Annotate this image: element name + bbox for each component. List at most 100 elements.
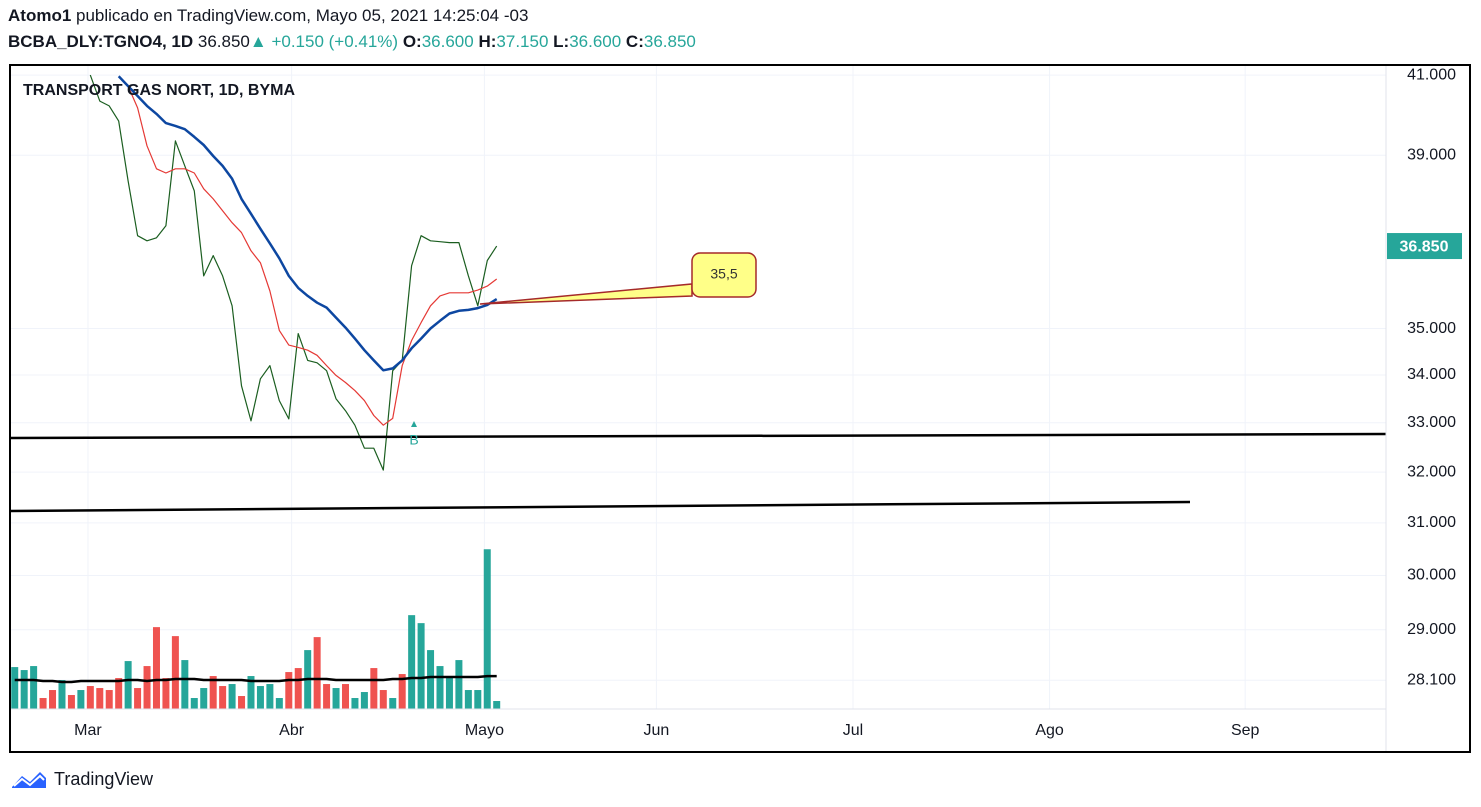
grid-layer (10, 65, 1386, 709)
trend-line (9, 500, 1191, 513)
volume-bar (67, 695, 75, 709)
volume-bar (389, 698, 397, 709)
volume-bar (256, 686, 264, 709)
y-tick-label: 28.100 (1407, 671, 1456, 688)
callout-text: 35,5 (710, 266, 737, 282)
volume-bar (11, 667, 19, 709)
volume-bar (379, 690, 387, 709)
volume-bar (455, 660, 463, 709)
chart: 35,5 B TRANSPORT GAS NORT, 1D, BYMA 41.0… (9, 64, 1471, 753)
volume-bar (39, 698, 47, 709)
ohlc-label: L: (553, 32, 570, 51)
ohlc-value: 36.600 (569, 32, 622, 51)
volume-bar (162, 678, 170, 709)
signal-arrow (411, 421, 417, 427)
volume-bar (86, 686, 94, 709)
volume-bar (96, 688, 104, 709)
volume-bar (370, 668, 378, 709)
volume-bar (275, 698, 283, 709)
callout-pointer (479, 283, 693, 305)
volume-bar (30, 666, 38, 709)
volume-bar (266, 684, 274, 709)
volume-bar (351, 698, 359, 709)
ohlc-value: 36.850 (643, 32, 696, 51)
chart-frame (9, 64, 1471, 753)
x-tick-label: Abr (279, 722, 305, 739)
signal-label: B (409, 432, 418, 448)
x-tick-label: Mar (74, 722, 102, 739)
volume-bar (285, 672, 293, 709)
logo (12, 772, 46, 788)
trend-line (9, 432, 1387, 440)
volume-bar (152, 627, 160, 709)
ohlc-value: 36.600 (421, 32, 474, 51)
last-price-box (1387, 233, 1462, 260)
symbol: BCBA_DLY:TGNO4, 1D (8, 32, 194, 51)
volume-bar (417, 623, 425, 709)
volume-bar (436, 666, 444, 709)
y-tick-label: 39.000 (1407, 146, 1456, 163)
volume-bar (238, 696, 246, 709)
volume-bar (200, 688, 208, 709)
x-tick-label: Sep (1231, 722, 1260, 739)
x-tick-label: Ago (1035, 722, 1064, 739)
up-arrow: ▲ (249, 32, 267, 51)
ohlc-value: 37.150 (496, 32, 549, 51)
volume-bar (77, 690, 85, 709)
callout-box (691, 252, 757, 298)
marks-layer (11, 74, 501, 709)
ohlc-label: C: (625, 32, 644, 51)
volume-bar (20, 670, 28, 709)
volume-bar (134, 688, 142, 709)
volume-bar (332, 688, 340, 709)
volume-bar (360, 692, 368, 709)
line-series (127, 85, 498, 426)
volume-bar (171, 636, 179, 709)
volume-bar (427, 650, 435, 709)
volume-bar (124, 661, 132, 709)
axes-layer: 41.000 39.000 35.000 34.000 33.000 32.000 31.0… (74, 66, 1462, 739)
y-tick-label: 32.000 (1407, 463, 1456, 480)
volume-bar (398, 674, 406, 709)
volume-bar (143, 666, 151, 709)
volume-bar (323, 684, 331, 709)
symbol-line: BCBA_DLY:TGNO4, 1D 36.850▲ +0.150 (+0.41… (8, 32, 696, 52)
volume-bar (209, 676, 217, 709)
y-tick-label: 30.000 (1407, 567, 1456, 584)
y-tick-label: 31.000 (1407, 514, 1456, 531)
volume-bar (247, 676, 255, 709)
change: +0.150 (+0.41%) (271, 32, 399, 51)
x-tick-label: Mayo (465, 722, 504, 739)
line-series (117, 75, 498, 372)
volume-bar (219, 686, 227, 709)
brand: TradingView (54, 768, 154, 789)
chart-title: TRANSPORT GAS NORT, 1D, BYMA (23, 82, 295, 99)
user: Atomo1 (8, 6, 72, 25)
volume-bar (445, 676, 453, 709)
volume-bar (294, 668, 302, 709)
y-tick-label: 35.000 (1407, 320, 1456, 337)
x-tick-label: Jun (644, 722, 670, 739)
volume-bar (493, 701, 501, 709)
y-tick-label: 41.000 (1407, 66, 1456, 83)
volume-bar (464, 690, 472, 709)
line-series (14, 674, 497, 684)
publish-line: Atomo1 publicado en TradingView.com, May… (8, 6, 528, 26)
y-tick-label: 29.000 (1407, 621, 1456, 638)
footer: TradingView (10, 768, 153, 790)
last-price-label: 36.850 (1400, 238, 1449, 255)
price: 36.850 (197, 32, 250, 51)
volume-bar (228, 684, 236, 709)
ohlc-label: H: (478, 32, 497, 51)
volume-bar (49, 690, 57, 709)
volume-bar (115, 678, 123, 709)
ohlc-label: O: (402, 32, 422, 51)
volume-bar (105, 690, 113, 709)
line-series (89, 74, 498, 471)
volume-bar (313, 637, 321, 709)
volume-bar (474, 690, 482, 709)
volume-bar (483, 549, 491, 709)
y-tick-label: 34.000 (1407, 366, 1456, 383)
published: publicado en TradingView.com, Mayo 05, 2… (76, 6, 529, 25)
